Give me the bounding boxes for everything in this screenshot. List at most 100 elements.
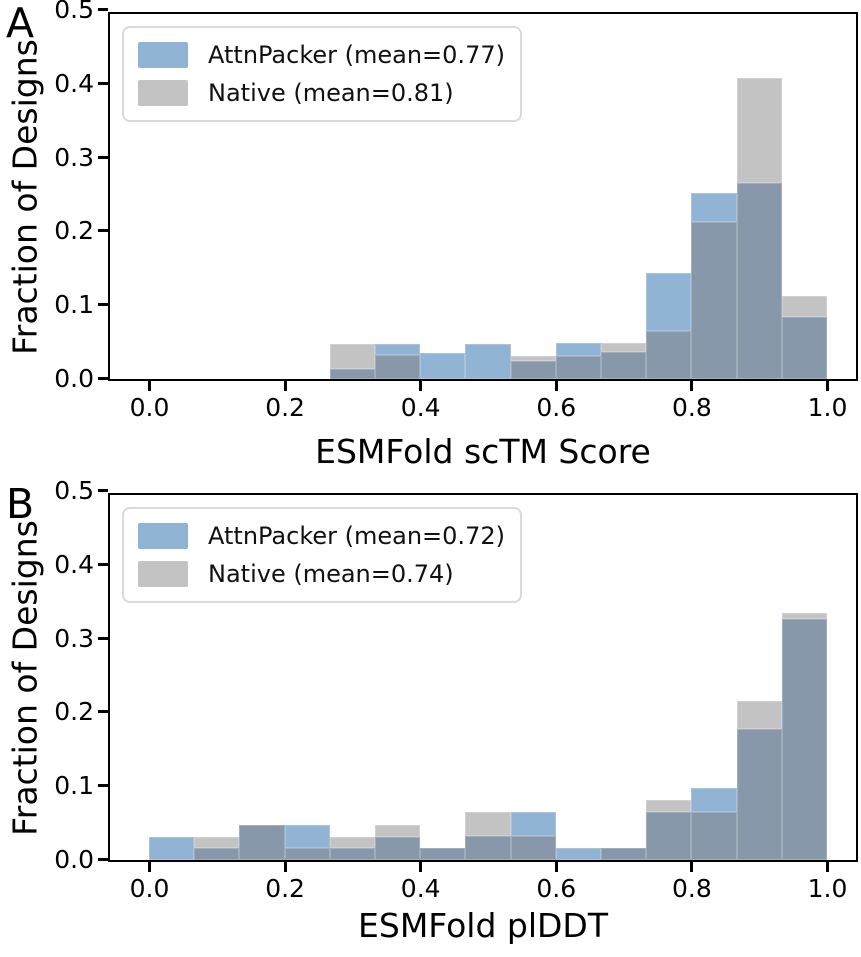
bar-bin1-native [194, 837, 240, 849]
bar-bin11-overlap [646, 331, 692, 379]
bar-bin5-attnpacker [375, 344, 421, 355]
bar-bin10-native [601, 342, 647, 352]
legend-label: AttnPacker (mean=0.72) [208, 522, 505, 550]
y-tick-label-0.5: 0.5 [54, 476, 94, 505]
x-tick-1.0 [826, 381, 829, 391]
bar-bin7-attnpacker [465, 344, 511, 379]
bar-bin9-attnpacker [555, 342, 601, 357]
bar-bin13-native [736, 77, 782, 184]
y-tick-0.3 [98, 636, 108, 640]
x-tick-0.6 [554, 862, 558, 872]
panel-a-letter: A [6, 0, 35, 47]
bar-bin1-overlap [194, 848, 240, 860]
x-tick-label-0.8: 0.8 [672, 874, 712, 903]
bar-bin13-overlap [736, 183, 782, 379]
x-tick-label-0.4: 0.4 [400, 874, 441, 903]
legend-entry-native: Native (mean=0.74) [138, 556, 505, 592]
x-tick-label-0.2: 0.2 [265, 393, 305, 422]
legend-entry-attnpacker: AttnPacker (mean=0.72) [138, 518, 505, 554]
bar-bin9-overlap [555, 356, 601, 379]
y-tick-label-0.5: 0.5 [54, 0, 94, 24]
x-tick-label-0.4: 0.4 [400, 393, 441, 422]
bar-bin10-overlap [601, 848, 647, 860]
bar-bin13-overlap [736, 728, 782, 860]
x-tick-label-0.0: 0.0 [129, 393, 170, 422]
y-tick-label-0.2: 0.2 [54, 216, 94, 246]
bar-bin12-attnpacker [691, 193, 737, 222]
bar-bin11-overlap [646, 812, 692, 860]
y-tick-0.1 [98, 303, 108, 307]
x-tick-0.2 [283, 862, 287, 872]
x-tick-0.0 [148, 381, 151, 391]
attnpacker-color-swatch [138, 523, 188, 549]
panel-a-y-axis-label: Fraction of Designs [5, 39, 45, 355]
y-tick-0.5 [98, 489, 108, 492]
bar-bin4-native [329, 837, 375, 849]
y-tick-0.4 [98, 562, 108, 566]
y-tick-0.3 [98, 155, 108, 159]
bar-bin2-overlap [239, 824, 285, 860]
bar-bin11-attnpacker [646, 272, 692, 331]
y-tick-label-0.4: 0.4 [54, 68, 94, 98]
x-tick-0.6 [554, 381, 558, 391]
panel-a-plot-area: AttnPacker (mean=0.77) Native (mean=0.81… [108, 12, 858, 381]
legend-entry-attnpacker: AttnPacker (mean=0.77) [138, 37, 505, 73]
bar-bin3-overlap [284, 848, 330, 860]
x-tick-0.4 [419, 381, 423, 391]
bar-bin14-overlap [781, 618, 827, 860]
x-tick-label-0.0: 0.0 [129, 874, 170, 903]
x-tick-label-1.0: 1.0 [807, 393, 848, 422]
bar-bin12-attnpacker [691, 788, 737, 812]
y-tick-0.2 [98, 229, 108, 233]
bar-bin8-attnpacker [510, 812, 556, 837]
native-color-swatch [138, 561, 188, 587]
y-tick-label-0.0: 0.0 [54, 845, 94, 874]
bar-bin6-overlap [420, 848, 466, 860]
bar-bin8-overlap [510, 836, 556, 860]
native-color-swatch [138, 80, 188, 106]
y-tick-label-0.1: 0.1 [54, 771, 94, 801]
y-tick-0.0 [98, 377, 108, 380]
panel-a-x-axis-label: ESMFold scTM Score [315, 432, 651, 471]
y-tick-label-0.3: 0.3 [54, 623, 94, 653]
y-tick-0.5 [98, 8, 108, 11]
x-tick-label-0.2: 0.2 [265, 874, 305, 903]
y-tick-label-0.4: 0.4 [54, 549, 94, 579]
panel-b-y-axis-label: Fraction of Designs [5, 520, 45, 836]
legend-entry-native: Native (mean=0.81) [138, 75, 505, 111]
legend-label: AttnPacker (mean=0.77) [208, 41, 505, 69]
bar-bin14-native [781, 612, 827, 619]
bar-bin13-native [736, 701, 782, 729]
bar-bin7-overlap [465, 836, 511, 860]
x-tick-label-0.8: 0.8 [672, 393, 712, 422]
bar-bin10-overlap [601, 351, 647, 379]
legend-label: Native (mean=0.74) [208, 560, 454, 588]
bar-bin8-overlap [510, 361, 556, 379]
bar-bin14-overlap [781, 317, 827, 379]
bar-bin11-native [646, 799, 692, 812]
bar-bin8-native [510, 356, 556, 362]
x-tick-0.8 [690, 381, 694, 391]
bar-bin4-overlap [329, 369, 375, 379]
x-tick-label-0.6: 0.6 [536, 874, 577, 903]
bar-bin12-overlap [691, 812, 737, 860]
bar-bin4-overlap [329, 848, 375, 860]
y-tick-label-0.2: 0.2 [54, 697, 94, 727]
bar-bin5-native [375, 824, 421, 838]
x-tick-label-0.6: 0.6 [536, 393, 577, 422]
y-tick-0.4 [98, 81, 108, 85]
bar-bin5-overlap [375, 354, 421, 379]
y-tick-0.2 [98, 710, 108, 714]
bar-bin9-attnpacker [555, 848, 601, 860]
panel-b-legend: AttnPacker (mean=0.72) Native (mean=0.74… [122, 507, 522, 603]
bar-bin5-overlap [375, 837, 421, 860]
panel-b-plot-area: AttnPacker (mean=0.72) Native (mean=0.74… [108, 493, 858, 862]
y-tick-0.1 [98, 784, 108, 788]
x-tick-1.0 [826, 862, 829, 872]
bar-bin14-native [781, 295, 827, 317]
panel-b-x-axis-label: ESMFold plDDT [358, 906, 608, 945]
bar-bin3-attnpacker [284, 824, 330, 849]
panel-b-letter: B [6, 480, 35, 528]
bar-bin7-native [465, 812, 511, 837]
